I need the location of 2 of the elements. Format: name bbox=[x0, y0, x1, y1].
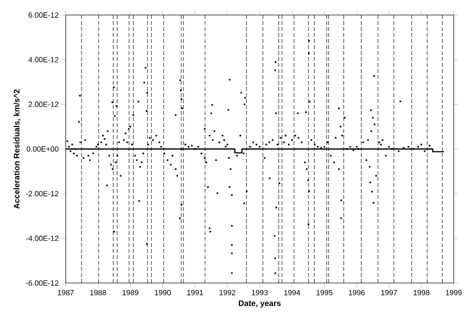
y-axis-title: Acceleration Residuals, km/s^2 bbox=[14, 89, 21, 209]
x-axis-title: Date, years bbox=[238, 300, 281, 308]
